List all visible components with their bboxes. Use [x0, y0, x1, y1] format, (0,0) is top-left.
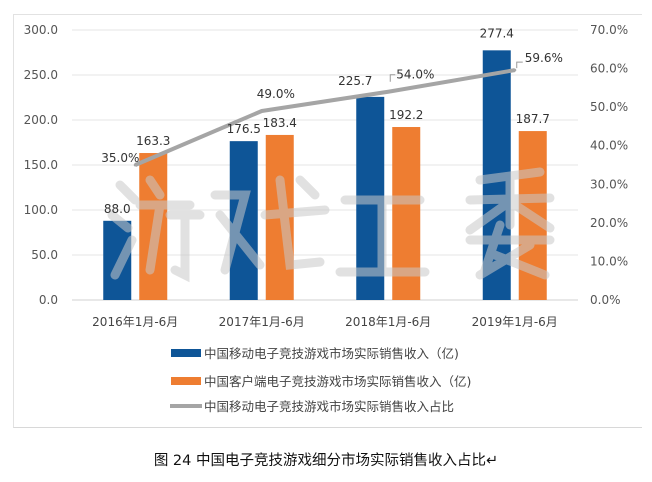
- left-axis-tick: 250.0: [24, 68, 58, 82]
- right-axis-tick: 70.0%: [590, 23, 628, 37]
- share-label: 49.0%: [257, 87, 295, 101]
- share-label: 54.0%: [396, 68, 434, 82]
- right-axis-tick: 20.0%: [590, 216, 628, 230]
- share-point: [513, 68, 517, 72]
- legend-label: 中国移动电子竞技游戏市场实际销售收入占比: [204, 399, 454, 414]
- x-axis-tick: 2018年1月-6月: [345, 315, 431, 329]
- right-axis-tick: 30.0%: [590, 177, 628, 191]
- left-axis-tick: 300.0: [24, 23, 58, 37]
- mobile-revenue-label: 225.7: [338, 74, 372, 88]
- share-label: 59.6%: [525, 51, 563, 65]
- left-axis-tick: 150.0: [24, 158, 58, 172]
- client-revenue-label: 192.2: [389, 108, 423, 122]
- chart-frame: [13, 14, 642, 428]
- client-revenue-label: 187.7: [516, 112, 550, 126]
- mobile-revenue-label: 88.0: [104, 202, 131, 216]
- right-axis-tick: 50.0%: [590, 100, 628, 114]
- right-axis-tick: 40.0%: [590, 139, 628, 153]
- share-point: [260, 109, 264, 113]
- legend-label: 中国移动电子竞技游戏市场实际销售收入（亿): [204, 346, 459, 361]
- watermark-logo: [107, 167, 555, 283]
- mobile-revenue-label: 277.4: [480, 26, 514, 40]
- left-axis-tick: 0.0: [39, 293, 58, 307]
- share-line: [134, 68, 516, 167]
- left-axis-tick: 50.0: [31, 248, 58, 262]
- x-axis-tick: 2019年1月-6月: [472, 315, 558, 329]
- x-axis-tick: 2017年1月-6月: [219, 315, 305, 329]
- leader-line: [389, 74, 396, 82]
- right-axis-tick: 10.0%: [590, 254, 628, 268]
- figure-caption: 图 24 中国电子竞技游戏细分市场实际销售收入占比↵: [153, 453, 499, 469]
- x-axis-tick: 2016年1月-6月: [92, 315, 178, 329]
- share-point: [386, 90, 390, 94]
- right-axis-tick: 60.0%: [590, 62, 628, 76]
- client-revenue-label: 163.3: [136, 134, 170, 148]
- client-revenue-label: 183.4: [263, 116, 297, 130]
- mobile-revenue-label: 176.5: [227, 122, 261, 136]
- share-label: 35.0%: [101, 151, 139, 165]
- legend-label: 中国客户端电子竞技游戏市场实际销售收入（亿): [204, 374, 471, 389]
- legend-swatch: [171, 377, 201, 385]
- legend-swatch: [171, 349, 201, 357]
- left-axis-tick: 200.0: [24, 113, 58, 127]
- right-axis-tick: 0.0%: [590, 293, 621, 307]
- left-axis-tick: 100.0: [24, 203, 58, 217]
- chart: 0.0 50.0 100.0 150.0 200.0 250.0 300.0 0.0% 10.0…: [24, 23, 628, 414]
- share-point: [133, 163, 137, 167]
- leader-line: [516, 61, 523, 69]
